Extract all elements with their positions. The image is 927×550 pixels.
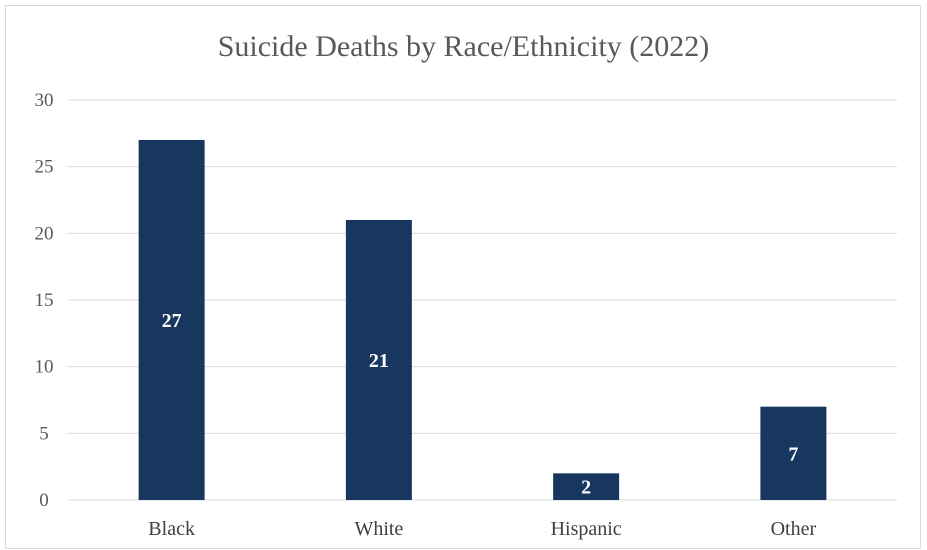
data-label: 27: [162, 310, 182, 332]
x-category-label: Black: [148, 518, 195, 540]
x-category-label: Hispanic: [551, 518, 622, 540]
y-tick-label: 5: [39, 423, 49, 444]
bar-hispanic: [553, 473, 620, 500]
gridlines: [68, 99, 897, 501]
x-category-label: White: [354, 518, 403, 540]
data-label: 2: [581, 477, 591, 499]
y-tick-label: 15: [35, 290, 54, 311]
y-tick-label: 25: [35, 157, 54, 178]
x-axis-categories: Black White Hispanic Other: [148, 518, 816, 540]
y-axis-ticks: 0 5 10 15 20 25 30: [35, 90, 54, 511]
x-category-label: Other: [771, 518, 817, 540]
y-tick-label: 30: [35, 90, 54, 111]
y-tick-label: 10: [35, 357, 54, 378]
y-tick-label: 0: [39, 490, 49, 511]
data-label: 21: [369, 350, 389, 372]
bar-black: [138, 140, 205, 500]
data-label: 7: [788, 443, 798, 465]
y-tick-label: 20: [35, 223, 54, 244]
chart-title: Suicide Deaths by Race/Ethnicity (2022): [217, 30, 710, 63]
bar-other: [760, 406, 827, 500]
bar-white: [345, 220, 412, 500]
